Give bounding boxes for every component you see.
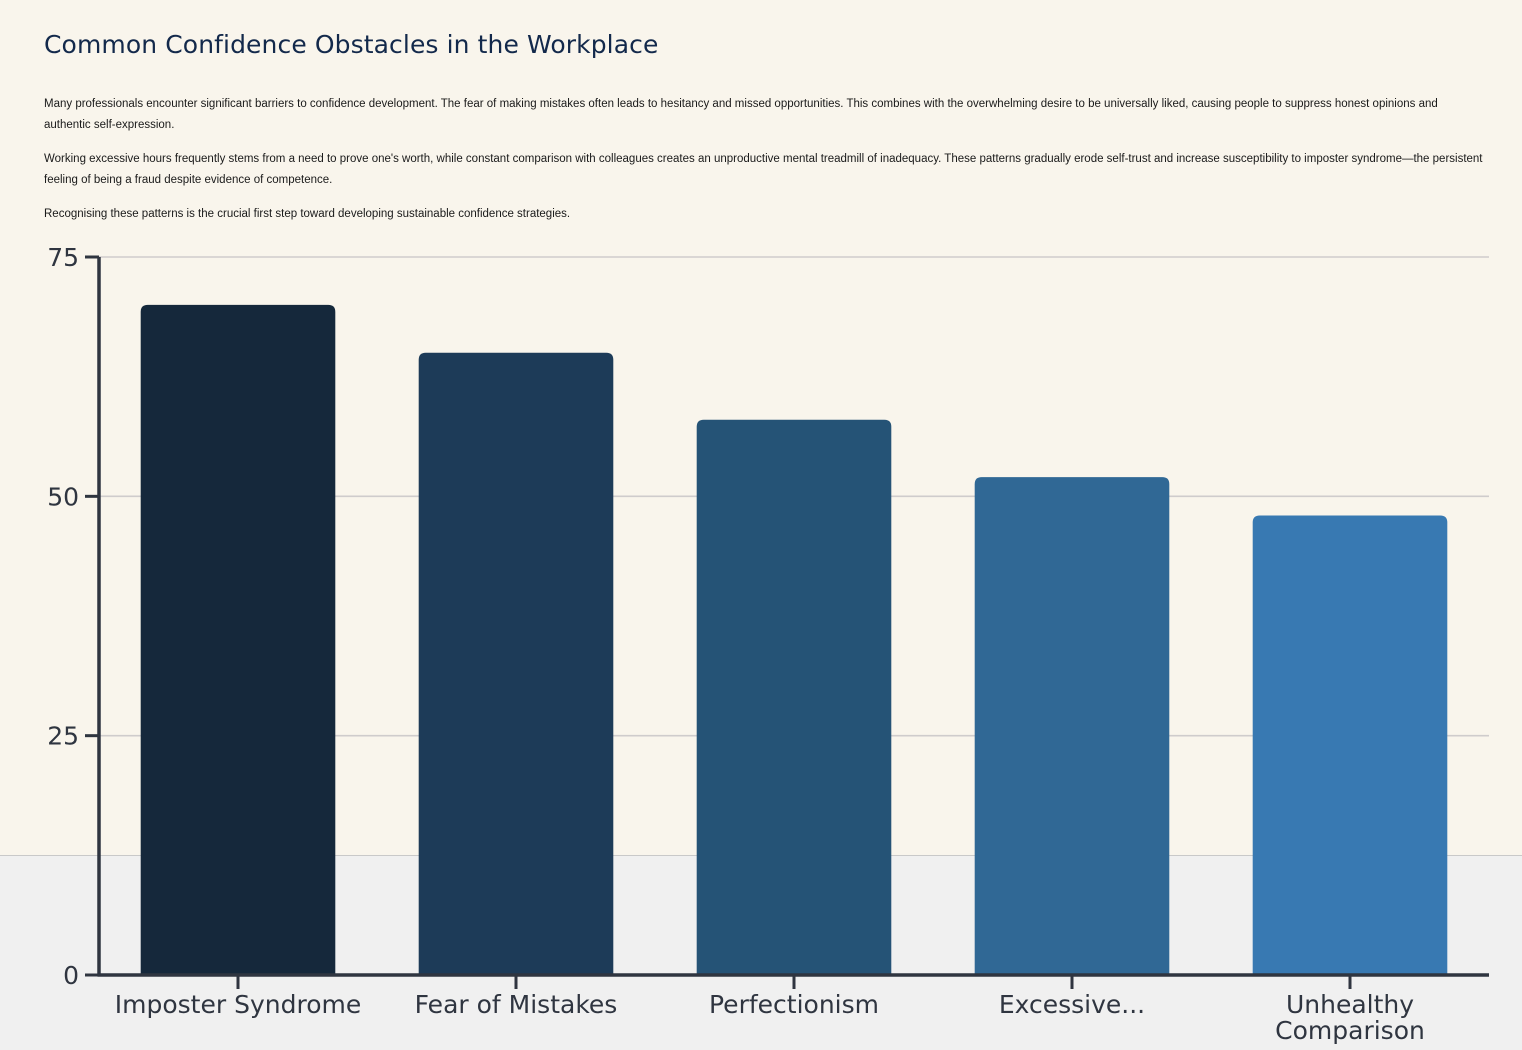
page-title: Common Confidence Obstacles in the Workp… <box>44 30 659 59</box>
x-tick-label: Unhealthy Comparison <box>1275 990 1425 1045</box>
tick-labels: 0 25 50 75 Imposter Syndrome Fear of Mistakes… <box>47 243 1425 1045</box>
x-tick-label-line: Comparison <box>1275 1016 1425 1045</box>
y-tick-label: 25 <box>47 722 79 751</box>
x-tick-label-line: Perfectionism <box>709 990 879 1019</box>
intro-text: Many professionals encounter significant… <box>44 94 1484 239</box>
intro-paragraph-1: Many professionals encounter significant… <box>44 98 1438 131</box>
x-tick-label-line: Fear of Mistakes <box>415 990 618 1019</box>
x-tick-label: Perfectionism <box>709 990 879 1019</box>
x-tick-label-line: Excessive... <box>999 990 1145 1019</box>
y-tick-label: 50 <box>47 482 79 511</box>
x-tick-label: Fear of Mistakes <box>415 990 618 1019</box>
x-tick-label: Excessive... <box>999 990 1145 1019</box>
bar <box>140 304 336 975</box>
y-tick-label: 0 <box>63 961 79 990</box>
bar <box>1252 515 1448 975</box>
y-tick-label: 75 <box>47 243 79 272</box>
bar <box>696 419 892 975</box>
x-tick-label-line: Unhealthy <box>1286 990 1414 1019</box>
bar <box>418 352 614 975</box>
x-tick-label-line: Imposter Syndrome <box>115 990 361 1019</box>
intro-paragraph-2: Working excessive hours frequently stems… <box>44 153 1483 186</box>
bar <box>974 477 1170 975</box>
intro-paragraph-3: Recognising these patterns is the crucia… <box>44 208 571 220</box>
x-tick-label: Imposter Syndrome <box>115 990 361 1019</box>
axes <box>85 255 1489 989</box>
bars <box>140 304 1448 975</box>
